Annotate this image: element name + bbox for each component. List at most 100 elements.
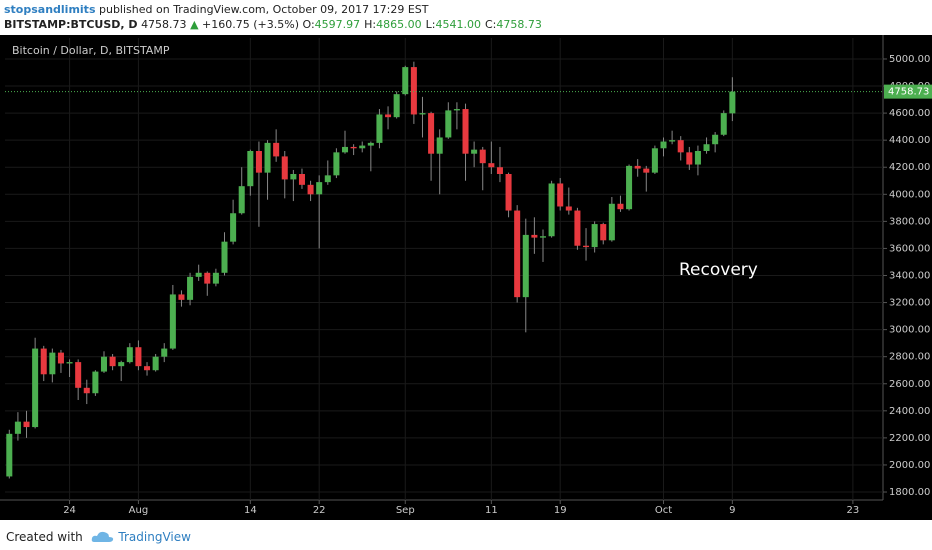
header-line-2: BITSTAMP:BTCUSD, D 4758.73 ▲ +160.75 (+3… bbox=[4, 18, 546, 31]
candle-body bbox=[14, 421, 21, 434]
ohlc-label: O: bbox=[302, 18, 315, 31]
candle-body bbox=[428, 113, 435, 154]
x-tick-label: Oct bbox=[655, 505, 672, 516]
y-tick-label: 4600.00 bbox=[889, 108, 930, 119]
candle-body bbox=[290, 174, 297, 180]
x-tick-label: 14 bbox=[244, 505, 257, 516]
candle-body bbox=[471, 149, 478, 154]
candle-body bbox=[694, 150, 701, 165]
candle-body bbox=[436, 137, 443, 154]
candle-body bbox=[376, 114, 383, 143]
ohlc-label: H: bbox=[364, 18, 377, 31]
candle-body bbox=[307, 184, 314, 195]
chart-title: Bitcoin / Dollar, D, BITSTAMP bbox=[12, 44, 170, 57]
candle-body bbox=[531, 234, 538, 238]
candle-body bbox=[453, 109, 460, 111]
candle-body bbox=[669, 140, 676, 142]
candle-body bbox=[6, 433, 13, 477]
candle-body bbox=[57, 352, 64, 364]
x-tick-label: 22 bbox=[313, 505, 326, 516]
candle-body bbox=[385, 114, 392, 118]
candle-body bbox=[126, 347, 133, 363]
candle-body bbox=[161, 348, 168, 357]
brand[interactable]: TradingView bbox=[118, 530, 191, 544]
candle-body bbox=[169, 294, 176, 349]
change: +160.75 (+3.5%) bbox=[202, 18, 299, 31]
candle-body bbox=[247, 150, 254, 187]
candle-body bbox=[195, 272, 202, 277]
candle-body bbox=[135, 347, 142, 367]
candle-body bbox=[66, 362, 73, 364]
y-tick-label: 3800.00 bbox=[889, 216, 930, 227]
candle-body bbox=[660, 141, 667, 149]
candle-body bbox=[419, 113, 426, 115]
x-tick-label: 9 bbox=[729, 505, 735, 516]
author[interactable]: stopsandlimits bbox=[4, 3, 96, 16]
candle-body bbox=[677, 140, 684, 153]
x-tick-label: Sep bbox=[396, 505, 415, 516]
y-tick-label: 2400.00 bbox=[889, 406, 930, 417]
candle-body bbox=[92, 371, 99, 394]
candle-body bbox=[626, 165, 633, 210]
candle-body bbox=[729, 91, 736, 114]
candle-body bbox=[643, 168, 650, 173]
y-tick-label: 3600.00 bbox=[889, 243, 930, 254]
candle-body bbox=[462, 109, 469, 154]
logo bbox=[91, 531, 113, 542]
candle-body bbox=[281, 156, 288, 180]
candle-body bbox=[583, 245, 590, 248]
y-tick-label: 2000.00 bbox=[889, 460, 930, 471]
y-tick-label: 3000.00 bbox=[889, 325, 930, 336]
ohlc-value: 4541.00 bbox=[435, 18, 481, 31]
y-tick-label: 4200.00 bbox=[889, 162, 930, 173]
candle-body bbox=[514, 210, 521, 298]
candle-body bbox=[651, 148, 658, 173]
x-tick-label: 23 bbox=[847, 505, 860, 516]
candle-body bbox=[410, 67, 417, 115]
candle-body bbox=[100, 356, 108, 372]
candle-body bbox=[479, 149, 486, 164]
y-tick-label: 2200.00 bbox=[889, 433, 930, 444]
candle-body bbox=[548, 183, 555, 237]
candle-body bbox=[445, 110, 452, 138]
candle-body bbox=[152, 356, 159, 371]
candle-body bbox=[118, 362, 125, 367]
candle-body bbox=[565, 206, 572, 211]
x-tick-label: 11 bbox=[485, 505, 498, 516]
candle-body bbox=[539, 236, 547, 238]
candle-body bbox=[350, 146, 357, 149]
candle-body bbox=[703, 144, 710, 151]
candle-body bbox=[720, 113, 727, 135]
last-price-box bbox=[884, 84, 932, 99]
candle-body bbox=[187, 276, 194, 300]
annotation: Recovery bbox=[679, 260, 758, 280]
candle-body bbox=[359, 145, 366, 149]
candle-body bbox=[367, 142, 374, 146]
candle-body bbox=[324, 175, 331, 183]
candle-body bbox=[109, 356, 116, 367]
candle-body bbox=[255, 150, 262, 173]
y-tick-label: 4000.00 bbox=[889, 189, 930, 200]
candle-body bbox=[75, 362, 82, 388]
candle-body bbox=[574, 210, 581, 246]
y-tick-label: 2600.00 bbox=[889, 379, 930, 390]
candle-body bbox=[712, 134, 719, 145]
footer: Created with TradingView bbox=[6, 527, 191, 544]
candle-body bbox=[83, 387, 90, 394]
ohlc-value: 4758.73 bbox=[496, 18, 542, 31]
candle-body bbox=[557, 183, 564, 207]
price: 4758.73 bbox=[141, 18, 187, 31]
y-tick-label: 5000.00 bbox=[889, 54, 930, 65]
candle-body bbox=[591, 224, 598, 248]
y-tick-label: 2800.00 bbox=[889, 352, 930, 363]
candle-body bbox=[49, 352, 56, 375]
candle-body bbox=[178, 294, 185, 300]
symbol: BITSTAMP:BTCUSD, D bbox=[4, 18, 138, 31]
candle-body bbox=[40, 348, 47, 375]
y-tick-label: 4400.00 bbox=[889, 135, 930, 146]
candle-body bbox=[341, 146, 349, 153]
candle-body bbox=[230, 213, 237, 242]
candle-body bbox=[144, 366, 151, 371]
up-arrow: ▲ bbox=[190, 18, 199, 31]
